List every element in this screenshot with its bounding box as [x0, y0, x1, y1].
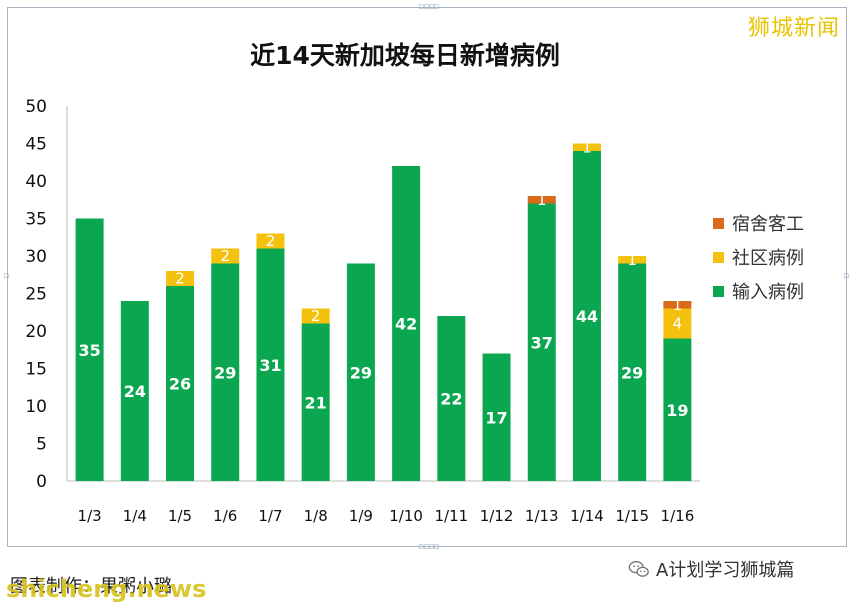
bar-segment	[437, 316, 466, 481]
legend-swatch-input	[713, 285, 724, 297]
bar-segment	[392, 166, 421, 481]
y-tick-label: 15	[25, 360, 47, 380]
bars	[75, 143, 692, 481]
x-tick-label: 1/8	[304, 507, 328, 525]
y-tick-label: 5	[36, 435, 47, 455]
y-tick-label: 0	[36, 472, 47, 492]
x-tick-label: 1/4	[123, 507, 147, 525]
y-tick-label: 45	[25, 135, 47, 155]
data-label: 21	[305, 393, 327, 412]
resize-handle-bottom[interactable]: ▫▫▫▫	[418, 542, 439, 552]
bar-segment	[166, 271, 195, 286]
data-label: 1	[627, 251, 637, 269]
bar-segment	[663, 338, 692, 481]
legend-label-dorm: 宿舍客工	[732, 214, 804, 235]
x-tick-label: 1/11	[434, 507, 468, 525]
bar-segment	[301, 308, 330, 324]
bar-segment	[166, 286, 195, 481]
x-tick-label: 1/9	[349, 507, 373, 525]
legend-item-community: 社区病例	[713, 240, 804, 274]
x-tick-label: 1/13	[525, 507, 559, 525]
data-label: 19	[666, 401, 688, 420]
chart-credit: 图表制作：果粥小璐	[10, 576, 172, 597]
x-tick-label: 1/6	[213, 507, 237, 525]
x-tick-label: 1/7	[258, 507, 282, 525]
bar-segment	[346, 263, 375, 481]
data-label: 2	[266, 232, 276, 250]
x-tick-label: 1/14	[570, 507, 604, 525]
data-label: 29	[350, 363, 372, 382]
data-label: 1	[537, 191, 547, 209]
bar-segment	[618, 263, 647, 481]
data-label: 2	[175, 270, 185, 288]
legend-label-input: 输入病例	[732, 282, 804, 303]
wechat-account: A计划学习狮城篇	[628, 556, 794, 582]
bar-segment	[482, 353, 511, 481]
chart-title: 近14天新加坡每日新增病例	[250, 41, 560, 70]
y-tick-label: 50	[25, 97, 47, 117]
x-tick-label: 1/12	[480, 507, 514, 525]
x-tick-label: 1/5	[168, 507, 192, 525]
bar-segment	[618, 256, 647, 264]
bar-segment	[120, 301, 149, 481]
bar-segment	[211, 263, 240, 481]
legend-swatch-community	[713, 251, 724, 263]
data-label: 42	[395, 315, 417, 334]
legend: 宿舍客工 社区病例 输入病例	[713, 206, 804, 308]
bar-segment	[572, 151, 601, 481]
x-tick-label: 1/3	[78, 507, 102, 525]
bar-segment	[663, 308, 692, 339]
data-label: 22	[440, 390, 462, 409]
data-label: 2	[220, 247, 230, 265]
data-label: 1	[673, 296, 683, 314]
legend-item-dorm: 宿舍客工	[713, 206, 804, 240]
legend-item-input: 输入病例	[713, 274, 804, 308]
bar-segment	[663, 301, 692, 309]
bar-segment	[527, 203, 556, 481]
data-label: 35	[78, 341, 100, 360]
bar-segment	[256, 248, 285, 481]
y-tick-label: 35	[25, 210, 47, 230]
data-label: 26	[169, 375, 191, 394]
data-label: 1	[582, 138, 592, 156]
legend-label-community: 社区病例	[732, 248, 804, 269]
bar-segment	[301, 323, 330, 481]
resize-handle-top[interactable]: ▫▫▫▫	[418, 2, 439, 12]
wechat-icon	[628, 560, 649, 577]
data-label: 4	[673, 315, 683, 333]
bar-segment	[527, 196, 556, 204]
data-label: 29	[621, 363, 643, 382]
site-watermark: shicheng.news	[6, 575, 207, 603]
data-label: 29	[214, 363, 236, 382]
brand-logo: 狮城新闻	[747, 16, 840, 41]
data-label: 17	[485, 408, 507, 427]
y-tick-label: 40	[25, 172, 47, 192]
account-name: A计划学习狮城篇	[656, 560, 795, 581]
bar-segment	[572, 143, 601, 151]
data-label: 44	[576, 307, 598, 326]
resize-handle-right[interactable]: ▫	[843, 271, 849, 281]
data-label: 37	[531, 333, 553, 352]
bar-segment	[75, 218, 104, 481]
bar-segment	[256, 233, 285, 249]
bar-segment	[211, 248, 240, 264]
y-tick-label: 20	[25, 322, 47, 342]
x-tick-label: 1/16	[661, 507, 695, 525]
legend-swatch-dorm	[713, 217, 724, 229]
x-tick-label: 1/10	[389, 507, 423, 525]
data-label: 2	[311, 307, 321, 325]
data-label: 24	[124, 382, 146, 401]
data-label: 31	[259, 356, 281, 375]
x-tick-label: 1/15	[615, 507, 649, 525]
resize-handle-left[interactable]: ▫	[3, 271, 9, 281]
y-tick-label: 25	[25, 285, 47, 305]
y-tick-label: 30	[25, 247, 47, 267]
y-tick-label: 10	[25, 397, 47, 417]
